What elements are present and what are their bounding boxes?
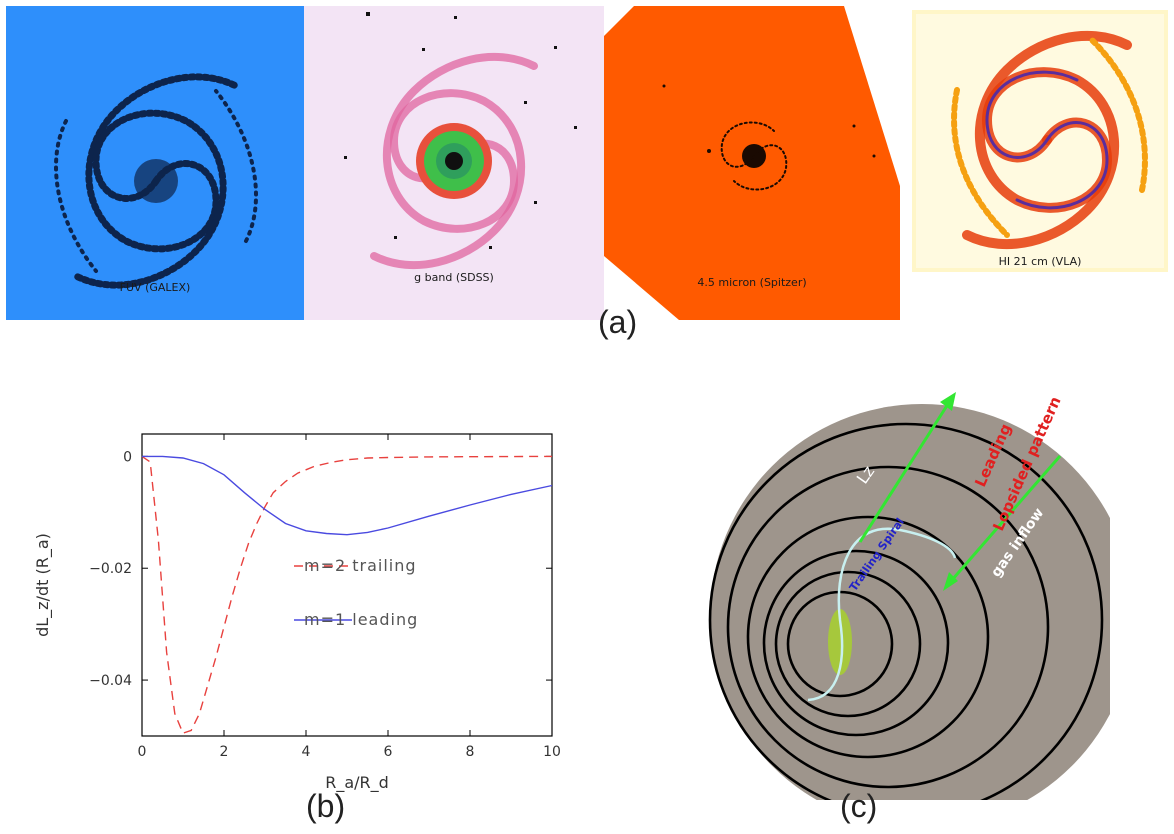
x-tick-label: 8 (466, 744, 475, 760)
image-g-band-sdss: g band (SDSS) (304, 6, 604, 320)
lz-arrow (858, 392, 956, 543)
vla-galaxy-image (912, 10, 1168, 272)
fuv-galaxy-image (6, 6, 304, 320)
x-tick-label: 2 (220, 744, 229, 760)
fuv-spiral (54, 73, 258, 289)
image-fuv-galex: FUV (GALEX) (6, 6, 304, 320)
orbit-ring-1 (708, 422, 1104, 800)
orbit-ring-2 (726, 465, 1050, 789)
image-hi-vla: HI 21 cm (VLA) (912, 10, 1168, 272)
sdss-galaxy-image (304, 6, 604, 320)
gas-inflow-arrow (943, 455, 1062, 591)
fuv-caption: FUV (GALEX) (119, 281, 191, 294)
vla-caption: HI 21 cm (VLA) (998, 255, 1082, 268)
spitzer-core (720, 121, 788, 191)
series-line-0 (141, 455, 553, 735)
y-axis-label: dL_z/dt (R_a) (33, 533, 53, 637)
sdss-stars (344, 12, 577, 249)
diagram-c: Lz Leading Lopsided pattern Trailing Spi… (708, 392, 1110, 800)
x-tick-label: 10 (543, 744, 561, 760)
sdss-caption: g band (SDSS) (414, 271, 494, 284)
sdss-spiral (370, 52, 538, 270)
y-tick-label: 0 (123, 449, 132, 465)
panel-label-c: (c) (840, 788, 878, 824)
panel-label-b: (b) (306, 788, 346, 824)
x-tick-label: 6 (384, 744, 393, 760)
x-tick-label: 4 (302, 744, 311, 760)
orbit-ring-3 (746, 515, 990, 759)
plot-frame (141, 433, 553, 737)
legend-label-0: m=2 trailing (304, 556, 417, 575)
trailing-spiral-curve (807, 527, 957, 702)
legend-label-1: m=1 leading (304, 610, 418, 629)
x-axis-label: R_a/R_d (325, 773, 389, 793)
panel-label-a: (a) (598, 304, 638, 340)
y-tick-label: −0.02 (89, 561, 132, 577)
spitzer-galaxy-image (604, 6, 900, 320)
orbit-ring-4 (762, 549, 950, 737)
orbit-rings (708, 422, 1104, 800)
series-line-1 (142, 455, 553, 536)
x-tick-label: 0 (138, 744, 147, 760)
y-tick-label: −0.04 (89, 673, 132, 689)
spitzer-caption: 4.5 micron (Spitzer) (697, 276, 807, 289)
central-bar (828, 609, 852, 675)
chart-b: 0 2 4 6 8 10 0 −0.02 −0.04 R_a/R_d dL_z/dt (R_a) m=… (33, 433, 561, 793)
vla-spiral (951, 30, 1148, 250)
orbit-ring-5 (774, 570, 922, 718)
image-spitzer: 4.5 micron (Spitzer) (604, 6, 900, 320)
